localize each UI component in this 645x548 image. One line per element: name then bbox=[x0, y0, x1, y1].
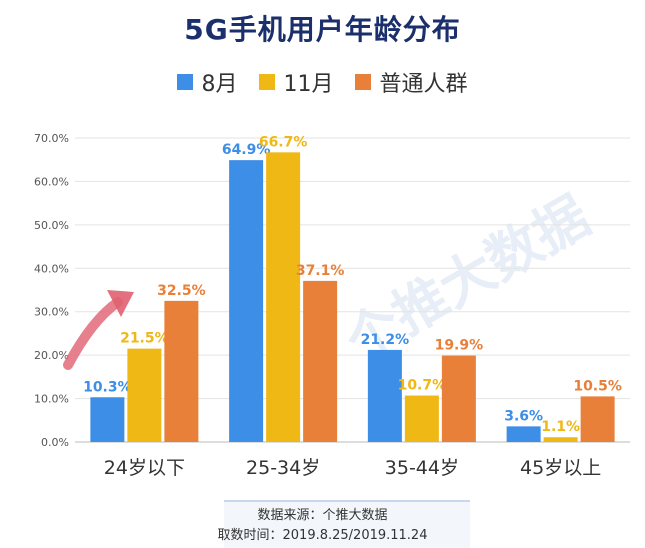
bar bbox=[543, 437, 578, 442]
data-label: 10.5% bbox=[573, 378, 622, 394]
data-label: 64.9% bbox=[222, 142, 271, 158]
y-tick-label: 70.0% bbox=[34, 132, 69, 145]
bar-chart: 0.0% 10.0% 20.0% 30.0% 40.0% 50.0% 60.0% 70.0% 1… bbox=[34, 132, 630, 479]
x-tick-label: 24岁以下 bbox=[104, 457, 185, 479]
data-label: 19.9% bbox=[435, 338, 484, 354]
bar bbox=[127, 348, 162, 442]
bar bbox=[266, 152, 301, 442]
bar bbox=[164, 300, 199, 442]
x-tick-label: 35-44岁 bbox=[385, 457, 459, 479]
bar bbox=[506, 426, 541, 442]
x-tick-label: 25-34岁 bbox=[246, 457, 320, 479]
bar bbox=[441, 355, 476, 442]
chart-title: 5G手机用户年龄分布 bbox=[184, 13, 461, 46]
data-label: 32.5% bbox=[157, 283, 206, 299]
data-label: 37.1% bbox=[296, 263, 345, 279]
data-label: 10.3% bbox=[83, 379, 132, 395]
bar bbox=[90, 397, 125, 442]
bar bbox=[303, 280, 338, 442]
trend-arrowhead bbox=[107, 290, 134, 317]
legend-label-general: 普通人群 bbox=[379, 72, 468, 97]
y-tick-label: 50.0% bbox=[34, 219, 69, 232]
source-line-1: 数据来源：个推大数据 bbox=[257, 508, 388, 523]
y-tick-label: 0.0% bbox=[41, 436, 69, 449]
data-label: 3.6% bbox=[504, 408, 543, 424]
data-label: 10.7% bbox=[398, 378, 447, 394]
y-tick-label: 30.0% bbox=[34, 306, 69, 319]
data-label: 66.7% bbox=[259, 134, 308, 150]
y-tick-label: 10.0% bbox=[34, 393, 69, 406]
source-box bbox=[224, 500, 470, 548]
y-tick-label: 60.0% bbox=[34, 175, 69, 188]
y-tick-label: 40.0% bbox=[34, 262, 69, 275]
x-tick-label: 45岁以上 bbox=[520, 457, 601, 479]
legend-swatch-nov bbox=[259, 74, 276, 90]
legend-item-aug: 8月 bbox=[177, 66, 237, 98]
trend-arrow bbox=[63, 297, 123, 370]
source-line-2: 取数时间：2019.8.25/2019.11.24 bbox=[217, 528, 428, 543]
data-label: 21.2% bbox=[361, 332, 410, 348]
data-label: 21.5% bbox=[120, 331, 169, 347]
legend-swatch-aug bbox=[177, 74, 194, 90]
bar bbox=[404, 395, 439, 442]
legend-item-general: 普通人群 bbox=[355, 66, 468, 98]
data-label: 1.1% bbox=[541, 419, 580, 435]
bar bbox=[229, 160, 264, 443]
chart-legend: 8月 11月 普通人群 bbox=[0, 66, 645, 98]
legend-label-nov: 11月 bbox=[283, 72, 334, 97]
legend-swatch-general bbox=[355, 74, 372, 90]
legend-label-aug: 8月 bbox=[201, 72, 238, 97]
y-tick-label: 20.0% bbox=[34, 349, 69, 362]
bar bbox=[580, 396, 615, 442]
bar bbox=[367, 349, 402, 442]
legend-item-nov: 11月 bbox=[259, 66, 333, 98]
